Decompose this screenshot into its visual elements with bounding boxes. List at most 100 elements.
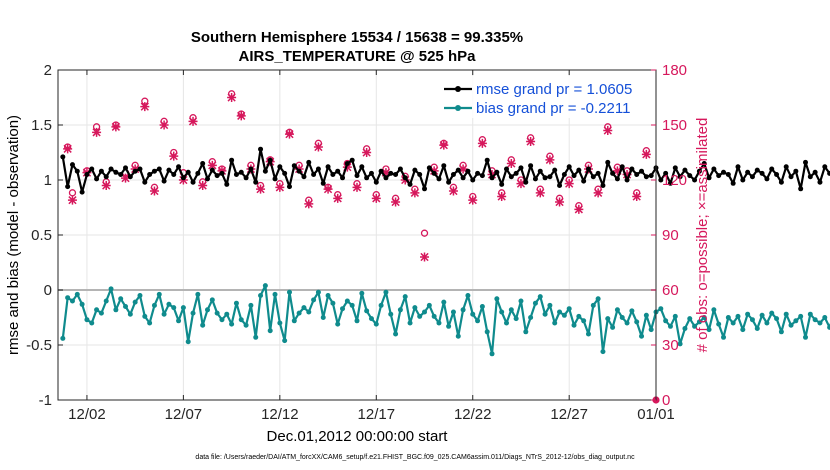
- rmse-point: [103, 174, 109, 180]
- bias-point: [479, 304, 485, 309]
- rmse-point: [489, 175, 495, 181]
- y-left-tick-label: 0: [44, 282, 52, 299]
- bias-point: [132, 299, 138, 305]
- obs-assimilated-marker: [111, 122, 121, 132]
- obs-assimilated-marker: [410, 188, 420, 198]
- bias-point: [272, 291, 278, 297]
- rmse-point: [147, 172, 153, 177]
- rmse-point: [344, 161, 350, 166]
- obs-assimilated-marker: [284, 129, 294, 139]
- bias-point: [470, 311, 476, 317]
- rmse-point: [465, 168, 471, 174]
- obs-assimilated-marker: [371, 193, 381, 203]
- rmse-point: [778, 179, 784, 185]
- rmse-point: [407, 181, 413, 187]
- bias-point: [364, 308, 370, 314]
- bias-point: [634, 319, 640, 325]
- bias-point: [774, 316, 780, 322]
- bias-point: [426, 302, 432, 308]
- bias-point: [576, 313, 582, 319]
- rmse-point: [330, 172, 336, 177]
- rmse-point: [672, 165, 678, 171]
- rmse-point: [576, 167, 582, 173]
- bias-point: [407, 320, 413, 326]
- rmse-point: [205, 176, 210, 182]
- rmse-point: [450, 172, 456, 177]
- y-right-tick-label: 90: [662, 227, 679, 244]
- rmse-point: [581, 178, 587, 184]
- bias-point: [542, 311, 548, 317]
- obs-assimilated-marker: [497, 192, 507, 201]
- bias-point: [721, 334, 727, 340]
- rmse-point: [248, 166, 254, 172]
- bias-point: [291, 318, 297, 324]
- rmse-point: [460, 175, 466, 181]
- bias-point: [393, 331, 399, 337]
- rmse-point: [740, 177, 746, 183]
- rmse-point: [402, 175, 408, 181]
- rmse-point: [335, 168, 341, 174]
- bias-point: [629, 308, 635, 314]
- bias-point: [783, 311, 789, 317]
- obs-assimilated-marker: [236, 111, 246, 121]
- bias-point: [320, 315, 326, 320]
- rmse-point: [195, 170, 201, 176]
- bias-point: [561, 312, 567, 318]
- bias-point: [793, 318, 799, 324]
- rmse-point: [190, 179, 196, 185]
- rmse-point: [788, 174, 794, 180]
- rmse-point: [229, 157, 235, 163]
- bias-point: [441, 299, 447, 305]
- rmse-point: [151, 168, 157, 174]
- bias-point: [373, 321, 379, 327]
- obs-assimilated-marker: [545, 155, 555, 165]
- obs-assimilated-marker: [188, 116, 198, 126]
- obs-assimilated-marker: [574, 204, 584, 214]
- rmse-point: [306, 159, 312, 165]
- bias-point: [614, 307, 620, 313]
- obs-assimilated-marker: [526, 137, 536, 146]
- obs-assimilated-marker: [622, 170, 632, 179]
- bias-point: [315, 289, 321, 295]
- bias-point: [137, 293, 143, 298]
- bias-point: [648, 327, 654, 333]
- rmse-point: [716, 173, 722, 179]
- rmse-point: [301, 174, 307, 180]
- bias-point: [547, 302, 553, 308]
- bias-point: [677, 341, 683, 347]
- rmse-point: [89, 166, 95, 172]
- obs-assimilated-marker: [641, 149, 651, 159]
- rmse-point: [373, 179, 379, 185]
- bias-point: [311, 297, 317, 303]
- y-left-tick-label: 1: [44, 172, 52, 189]
- rmse-point: [764, 176, 770, 182]
- bias-point: [706, 327, 712, 333]
- bias-point: [147, 320, 153, 326]
- bias-point: [595, 296, 601, 302]
- obs-assimilated-marker: [564, 179, 574, 189]
- rmse-point: [605, 159, 611, 165]
- bias-point: [151, 302, 157, 308]
- bias-point: [103, 298, 109, 304]
- legend-label: bias grand pr = -0.2211: [476, 100, 630, 117]
- obs-assimilated-marker: [612, 166, 622, 176]
- bias-point: [494, 296, 500, 302]
- rmse-point: [701, 161, 707, 166]
- bias-point: [378, 302, 384, 308]
- bias-point: [735, 313, 741, 319]
- rmse-series: [60, 146, 830, 195]
- bias-point: [759, 312, 765, 318]
- rmse-point: [340, 175, 346, 181]
- rmse-point: [706, 175, 712, 181]
- bias-point: [123, 304, 129, 309]
- rmse-point: [639, 168, 645, 174]
- bias-point: [359, 290, 365, 296]
- rmse-point: [262, 168, 268, 174]
- obs-assimilated-marker: [439, 140, 449, 150]
- bias-point: [69, 298, 75, 304]
- bias-point: [658, 306, 664, 312]
- rmse-point: [291, 163, 297, 169]
- rmse-point: [629, 166, 635, 172]
- obs-assimilated-marker: [149, 186, 159, 196]
